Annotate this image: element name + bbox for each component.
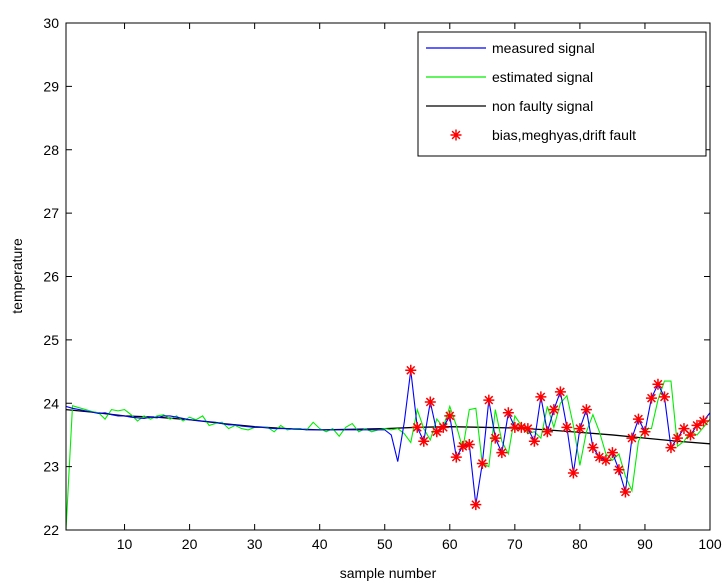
fault-marker (470, 499, 482, 511)
legend-label: bias,meghyas,drift fault (492, 127, 636, 143)
fault-marker (444, 410, 456, 422)
fault-marker (626, 432, 638, 444)
fault-marker (502, 407, 514, 419)
y-tick-label: 26 (43, 269, 59, 285)
legend-item: measured signal (426, 40, 595, 56)
fault-marker (405, 364, 417, 376)
fault-marker (522, 423, 534, 435)
series-line-measured-signal (66, 370, 710, 505)
y-tick-label: 29 (43, 78, 59, 94)
fault-marker (580, 404, 592, 416)
fault-marker (632, 413, 644, 425)
fault-marker (424, 396, 436, 408)
x-tick-label: 100 (698, 536, 722, 552)
fault-marker (652, 378, 664, 390)
x-tick-label: 20 (182, 536, 198, 552)
fault-marker (658, 391, 670, 403)
fault-marker (645, 392, 657, 404)
series-layer (66, 364, 710, 530)
fault-marker (567, 467, 579, 479)
fault-marker (613, 464, 625, 476)
x-tick-label: 50 (377, 536, 393, 552)
x-tick-label: 80 (572, 536, 588, 552)
legend-label: non faulty signal (492, 98, 593, 114)
fault-marker (671, 432, 683, 444)
fault-marker (619, 486, 631, 498)
legend-item: estimated signal (426, 69, 593, 85)
x-tick-label: 70 (507, 536, 523, 552)
fault-marker (437, 421, 449, 433)
x-tick-label: 90 (637, 536, 653, 552)
fault-marker (528, 435, 540, 447)
fault-marker (541, 426, 553, 438)
x-tick-label: 40 (312, 536, 328, 552)
fault-marker (587, 442, 599, 454)
series-line-estimated-signal (66, 380, 710, 530)
fault-marker (600, 454, 612, 466)
fault-marker (678, 423, 690, 435)
fault-marker (606, 447, 618, 459)
y-tick-label: 25 (43, 332, 59, 348)
x-axis-label: sample number (340, 565, 437, 581)
fault-marker (496, 447, 508, 459)
legend-label: measured signal (492, 40, 595, 56)
fault-marker (593, 451, 605, 463)
fault-marker (418, 435, 430, 447)
fault-marker (457, 440, 469, 452)
fault-marker (489, 432, 501, 444)
y-axis-label: temperature (9, 238, 25, 314)
fault-marker (554, 386, 566, 398)
y-tick-label: 27 (43, 205, 59, 221)
y-tick-label: 30 (43, 15, 59, 31)
y-tick-label: 24 (43, 395, 59, 411)
fault-marker (697, 415, 709, 427)
fault-marker (509, 421, 521, 433)
fault-marker (476, 457, 488, 469)
fault-marker (684, 429, 696, 441)
legend-item: bias,meghyas,drift fault (450, 127, 636, 143)
x-tick-label: 60 (442, 536, 458, 552)
x-tick-label: 10 (117, 536, 133, 552)
fault-marker (561, 421, 573, 433)
fault-marker (548, 404, 560, 416)
fault-marker (665, 442, 677, 454)
fault-marker (535, 391, 547, 403)
fault-marker (450, 451, 462, 463)
y-tick-label: 23 (43, 459, 59, 475)
fault-marker (411, 421, 423, 433)
fault-marker (463, 438, 475, 450)
legend-box (417, 31, 707, 157)
fault-marker (691, 419, 703, 431)
legend-swatch (450, 129, 462, 141)
fault-marker (431, 426, 443, 438)
legend-item: non faulty signal (426, 98, 593, 114)
legend-label: estimated signal (492, 69, 593, 85)
plot-frame (65, 22, 711, 531)
fault-marker (639, 426, 651, 438)
y-tick-label: 22 (43, 522, 59, 538)
legend: measured signal estimated signal non fault… (417, 31, 707, 157)
fault-marker (515, 421, 527, 433)
fault-marker (574, 423, 586, 435)
x-tick-label: 30 (247, 536, 263, 552)
fault-marker (483, 394, 495, 406)
y-tick-label: 28 (43, 142, 59, 158)
series-group (66, 364, 710, 530)
